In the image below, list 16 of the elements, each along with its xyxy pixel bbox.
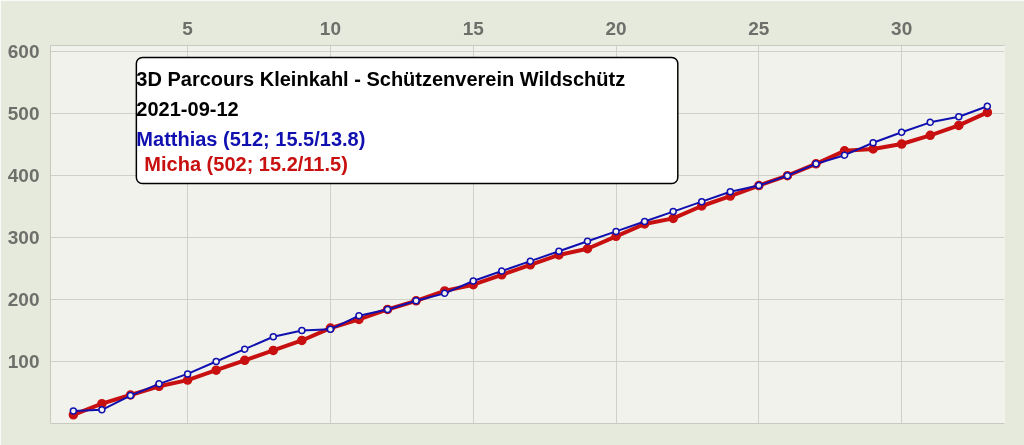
x-tick-label: 30 [891, 17, 913, 39]
x-tick-label: 15 [462, 17, 485, 39]
text: 3D Parcours Kleinkahl - Schützenverein Wildschütz [136, 67, 626, 90]
x-tick-label: 25 [748, 17, 770, 39]
y-tick-label: 300 [7, 227, 40, 249]
text: Micha (502; 15.2/11.5) [144, 153, 348, 176]
y-tick-label: 500 [7, 103, 40, 125]
x-tick-label: 5 [182, 17, 194, 39]
x-tick-label: 20 [605, 17, 627, 39]
y-tick-label: 200 [7, 289, 40, 311]
x-tick-label: 10 [319, 17, 341, 39]
y-tick-label: 400 [7, 165, 40, 187]
y-tick-label: 600 [7, 41, 40, 63]
y-tick-label: 100 [7, 351, 40, 373]
text: Matthias (512; 15.5/13.8) [136, 128, 366, 151]
text: 2021-09-12 [136, 98, 239, 121]
